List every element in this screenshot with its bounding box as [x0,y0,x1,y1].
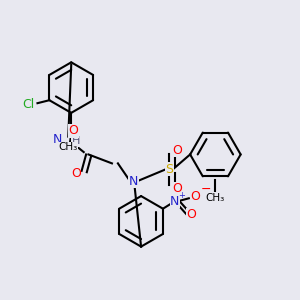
Text: Cl: Cl [22,98,35,111]
Text: S: S [165,163,173,176]
Text: CH₃: CH₃ [58,142,78,152]
Text: CH₃: CH₃ [206,193,225,202]
Text: O: O [191,190,201,203]
Text: N: N [170,195,179,208]
Text: O: O [186,208,196,221]
Text: O: O [172,143,182,157]
Text: O: O [69,124,79,137]
Text: N: N [129,175,138,188]
Text: O: O [172,182,182,195]
Text: H: H [71,136,80,146]
Text: N: N [53,133,62,146]
Text: O: O [71,167,81,180]
Text: +: + [178,191,185,200]
Text: −: − [201,183,211,196]
